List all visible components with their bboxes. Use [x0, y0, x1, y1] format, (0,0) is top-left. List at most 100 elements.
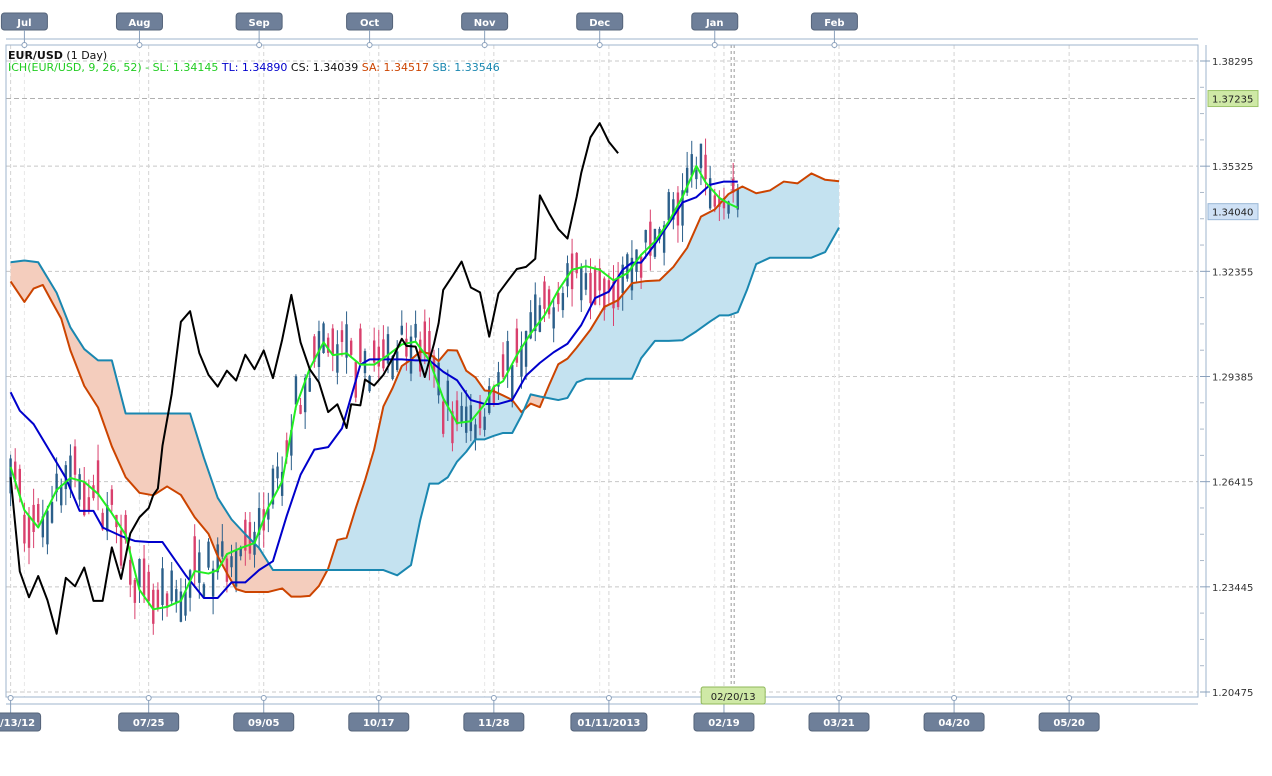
legend-interval: (1 Day)	[66, 49, 107, 62]
date-label: 10/17	[363, 718, 395, 729]
candle-body	[170, 570, 173, 602]
candle-body	[386, 334, 390, 364]
candle-body	[667, 192, 670, 221]
candle-body	[446, 380, 450, 406]
month-tab[interactable]: Nov	[461, 12, 509, 48]
candle-body	[483, 416, 486, 430]
indicator-lines	[9, 122, 840, 635]
month-tick-dot	[366, 42, 373, 48]
candle-body	[280, 471, 284, 496]
candle-body	[202, 584, 206, 597]
month-tab[interactable]: Aug	[115, 12, 163, 48]
date-tab[interactable]: 01/11/2013	[570, 695, 648, 732]
legend-values: ICH(EUR/USD, 9, 26, 52) - SL: 1.34145 TL…	[8, 61, 500, 74]
month-tick-dot	[831, 42, 838, 48]
date-tab-box	[0, 712, 42, 732]
date-tab-box	[348, 712, 410, 732]
month-tab[interactable]: Sep	[235, 12, 283, 48]
candle-body	[699, 143, 703, 169]
date-tab[interactable]: 06/13/12	[0, 695, 42, 732]
candle-body	[718, 197, 721, 207]
date-tick-dot	[836, 695, 843, 701]
date-label: 05/20	[1053, 718, 1085, 729]
high-price-tag-box	[1207, 90, 1259, 108]
date-tab[interactable]: 11/28	[463, 695, 525, 732]
candle-body	[391, 356, 394, 380]
candle-body	[175, 589, 178, 603]
candle-body	[142, 558, 146, 596]
date-tab[interactable]: 04/20	[923, 695, 985, 732]
candle-body	[216, 544, 219, 573]
candle-body	[575, 252, 578, 274]
month-label: Jul	[16, 18, 31, 29]
candle-body	[349, 340, 353, 355]
candle-body	[492, 386, 496, 404]
legend-sa: SA: 1.34517	[362, 61, 429, 74]
month-tick-dot	[256, 42, 263, 48]
candle-body	[534, 294, 537, 332]
candle-body	[511, 364, 514, 402]
candle-body	[589, 272, 592, 304]
candle-body	[593, 268, 597, 305]
date-tab[interactable]: 09/05	[233, 695, 295, 732]
date-tab[interactable]: 10/17	[348, 695, 410, 732]
month-tab[interactable]: Dec	[576, 12, 624, 48]
candle-body	[662, 225, 666, 253]
y-tick-label: 1.20475	[1212, 688, 1253, 699]
month-tab[interactable]: Feb	[810, 12, 858, 48]
axes: 1.38295 1.35325 1.32355 1.29385 1.26415 1.234…	[0, 12, 1259, 732]
candle-body	[672, 199, 675, 220]
date-tick-dot	[145, 695, 152, 701]
month-tab[interactable]: Oct	[346, 12, 394, 48]
date-tab-box	[1038, 712, 1100, 732]
candle-body	[83, 481, 86, 516]
candle-body	[340, 330, 344, 342]
date-tab[interactable]: 03/21	[808, 695, 870, 732]
candle-body	[96, 460, 100, 495]
candle-body	[50, 502, 54, 523]
candle-body	[395, 351, 399, 371]
date-label: 04/20	[938, 718, 970, 729]
candle-body	[474, 424, 477, 440]
candle-body	[469, 405, 473, 432]
candle-body	[313, 336, 316, 362]
candle-body	[580, 267, 583, 301]
month-label: Jan	[705, 18, 724, 29]
date-tab[interactable]: 07/25	[118, 695, 180, 732]
candle-body	[152, 589, 155, 624]
candle-body	[460, 405, 463, 422]
high-price-tag: 1.37235	[1207, 90, 1259, 108]
cursor-date-label: 02/20/13	[711, 692, 756, 703]
candle-body	[524, 330, 528, 367]
candle-body	[27, 516, 31, 548]
bull-cloud	[327, 350, 525, 576]
candle-body	[78, 474, 81, 500]
month-tab[interactable]: Jul	[0, 12, 48, 48]
y-tick-label: 1.35325	[1212, 162, 1253, 173]
candle-body	[731, 178, 735, 193]
month-tab[interactable]: Jan	[691, 12, 739, 48]
candle-body	[695, 170, 698, 180]
candle-body	[257, 508, 261, 535]
date-label: 11/28	[478, 718, 510, 729]
candle-body	[73, 446, 77, 475]
candle-body	[37, 504, 40, 523]
date-label: 09/05	[248, 718, 280, 729]
candle-body	[299, 404, 302, 414]
candle-body	[147, 571, 150, 602]
last-price-tag-label: 1.34040	[1212, 208, 1253, 219]
candle-body	[442, 401, 445, 434]
candle-body	[9, 458, 12, 494]
date-tab[interactable]: 05/20	[1038, 695, 1100, 732]
candle-body	[405, 338, 408, 357]
candle-body	[101, 512, 104, 530]
candle-body	[598, 268, 601, 291]
month-label: Dec	[589, 18, 610, 29]
date-label: 06/13/12	[0, 718, 35, 729]
candle-body	[161, 568, 164, 606]
month-label: Sep	[249, 18, 270, 29]
candle-body	[685, 167, 689, 193]
